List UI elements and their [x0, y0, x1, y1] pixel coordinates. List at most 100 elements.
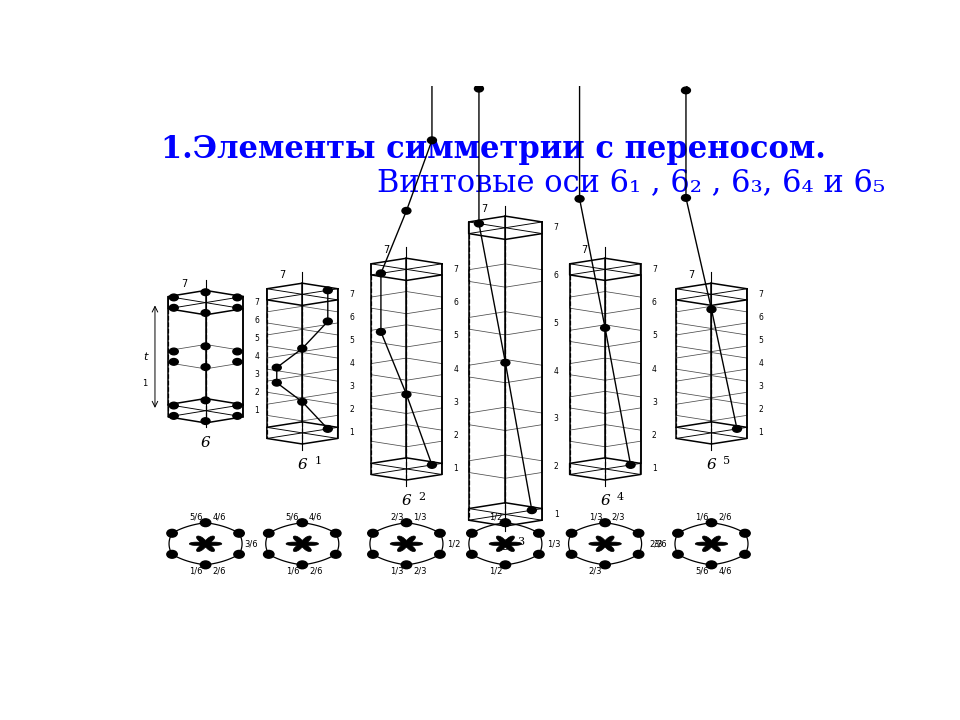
Circle shape — [435, 529, 445, 537]
Text: 2/3: 2/3 — [650, 539, 663, 549]
Circle shape — [634, 529, 644, 537]
Text: 6: 6 — [500, 539, 511, 554]
Circle shape — [500, 519, 511, 526]
Circle shape — [527, 507, 537, 513]
Polygon shape — [189, 536, 222, 552]
Text: 1: 1 — [142, 379, 148, 388]
Text: 2/6: 2/6 — [309, 567, 323, 576]
Circle shape — [601, 325, 610, 331]
Circle shape — [626, 462, 636, 468]
Text: 4: 4 — [617, 492, 624, 502]
Circle shape — [427, 462, 437, 468]
Circle shape — [707, 561, 717, 569]
Circle shape — [169, 348, 179, 355]
Circle shape — [201, 418, 210, 424]
Text: 4: 4 — [453, 364, 458, 374]
Circle shape — [330, 550, 341, 558]
Text: 2/3: 2/3 — [588, 567, 602, 576]
Text: 1/3: 1/3 — [413, 513, 427, 522]
Circle shape — [273, 364, 281, 371]
Text: 2: 2 — [758, 405, 763, 414]
Text: 6: 6 — [201, 436, 210, 450]
Text: 6: 6 — [453, 298, 458, 307]
Text: 1: 1 — [758, 428, 763, 437]
Text: 6: 6 — [652, 298, 657, 307]
Circle shape — [600, 561, 611, 569]
Circle shape — [435, 550, 445, 558]
Text: 2: 2 — [254, 388, 259, 397]
Circle shape — [264, 529, 274, 537]
Circle shape — [401, 561, 412, 569]
Circle shape — [401, 519, 412, 526]
Text: 3/6: 3/6 — [654, 539, 667, 549]
Circle shape — [298, 398, 307, 405]
Circle shape — [376, 270, 385, 276]
Circle shape — [402, 207, 411, 214]
Text: 4/6: 4/6 — [309, 513, 323, 522]
Text: 3: 3 — [254, 370, 259, 379]
Text: 7: 7 — [349, 289, 354, 299]
Circle shape — [467, 529, 477, 537]
Circle shape — [169, 305, 179, 311]
Text: 7: 7 — [554, 223, 559, 233]
Text: 3: 3 — [517, 537, 524, 547]
Text: t: t — [143, 351, 148, 361]
Text: 6: 6 — [298, 458, 307, 472]
Circle shape — [201, 561, 211, 569]
Text: 4: 4 — [254, 352, 259, 361]
Circle shape — [201, 310, 210, 316]
Circle shape — [233, 402, 242, 409]
Text: 7: 7 — [453, 265, 458, 274]
Text: 4: 4 — [554, 366, 559, 376]
Circle shape — [234, 550, 244, 558]
Circle shape — [673, 529, 684, 537]
Circle shape — [474, 86, 484, 92]
Circle shape — [169, 402, 179, 409]
Circle shape — [169, 413, 179, 419]
Circle shape — [167, 550, 178, 558]
Polygon shape — [695, 536, 728, 552]
Text: 7: 7 — [582, 246, 588, 256]
Text: 5: 5 — [349, 336, 354, 345]
Text: 7: 7 — [278, 271, 285, 280]
Text: 2: 2 — [652, 431, 657, 440]
Circle shape — [500, 561, 511, 569]
Circle shape — [273, 379, 281, 386]
Circle shape — [233, 413, 242, 419]
Circle shape — [233, 294, 242, 301]
Text: 1/3: 1/3 — [547, 539, 561, 549]
Text: 5: 5 — [758, 336, 763, 345]
Text: 3: 3 — [652, 398, 657, 407]
Circle shape — [534, 529, 544, 537]
Circle shape — [707, 306, 716, 312]
Circle shape — [501, 359, 510, 366]
Text: 1/3: 1/3 — [588, 513, 602, 522]
Text: 1/6: 1/6 — [286, 567, 300, 576]
Circle shape — [575, 196, 584, 202]
Text: 7: 7 — [758, 289, 763, 299]
Circle shape — [566, 550, 577, 558]
Text: 6: 6 — [758, 313, 763, 322]
Circle shape — [673, 550, 684, 558]
Polygon shape — [490, 536, 521, 552]
Circle shape — [575, 71, 584, 77]
Circle shape — [330, 529, 341, 537]
Text: 1.Элементы симметрии с переносом.: 1.Элементы симметрии с переносом. — [161, 133, 826, 165]
Text: 7: 7 — [652, 265, 657, 274]
Circle shape — [324, 426, 332, 432]
Text: 1/2: 1/2 — [447, 539, 461, 549]
Text: 3: 3 — [758, 382, 763, 391]
Text: 5: 5 — [453, 331, 458, 341]
Circle shape — [201, 289, 210, 296]
Text: Винтовые оси 6₁ , 6₂ , 6₃, 6₄ и 6₅: Винтовые оси 6₁ , 6₂ , 6₃, 6₄ и 6₅ — [376, 167, 885, 198]
Text: 3: 3 — [453, 398, 458, 407]
Text: 1/3: 1/3 — [390, 567, 403, 576]
Text: 5: 5 — [724, 456, 731, 466]
Text: 4: 4 — [349, 359, 354, 368]
Circle shape — [402, 391, 411, 397]
Text: 1: 1 — [254, 406, 259, 415]
Text: 1: 1 — [652, 464, 657, 474]
Text: 3/6: 3/6 — [244, 539, 258, 549]
Text: 5/6: 5/6 — [286, 513, 300, 522]
Text: 7: 7 — [481, 204, 488, 214]
